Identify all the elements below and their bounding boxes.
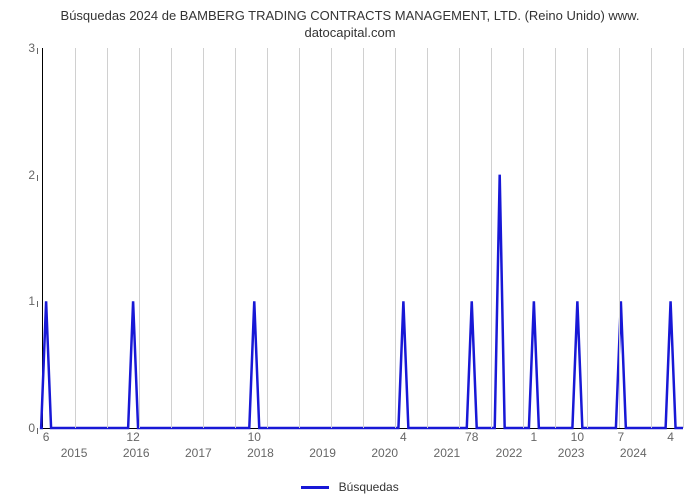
y-tick-label: 3 [28,41,43,55]
gridline-v [491,48,492,428]
spike-value-label: 1 [531,428,538,444]
x-year-label: 2019 [309,428,336,460]
gridline-v [107,48,108,428]
gridline-v [683,48,684,428]
spike-value-label: 12 [126,428,139,444]
gridline-v [395,48,396,428]
spike-value-label: 10 [571,428,584,444]
spike-value-label: 4 [667,428,674,444]
x-year-label: 2022 [496,428,523,460]
spike-value-label: 10 [248,428,261,444]
plot-area: 0123201520162017201820192020202120222023… [42,48,683,429]
y-tick-label: 0 [28,421,43,435]
spike-value-label: 6 [43,428,50,444]
gridline-v [523,48,524,428]
spike-value-label: 78 [465,428,478,444]
gridline-v [619,48,620,428]
title-line-2: datocapital.com [0,25,700,42]
x-year-label: 2020 [371,428,398,460]
gridline-v [171,48,172,428]
legend-label: Búsquedas [339,480,399,494]
gridline-v [459,48,460,428]
x-year-label: 2015 [61,428,88,460]
x-year-label: 2017 [185,428,212,460]
gridline-v [555,48,556,428]
title-line-1: Búsquedas 2024 de BAMBERG TRADING CONTRA… [0,8,700,25]
gridline-v [139,48,140,428]
gridline-v [427,48,428,428]
gridline-v [299,48,300,428]
x-year-label: 2021 [434,428,461,460]
spike-value-label: 4 [400,428,407,444]
gridline-v [651,48,652,428]
gridline-v [203,48,204,428]
y-tick-label: 2 [28,168,43,182]
gridline-v [331,48,332,428]
gridline-v [235,48,236,428]
gridline-v [587,48,588,428]
legend-swatch [301,486,329,489]
y-tick-label: 1 [28,294,43,308]
chart-title: Búsquedas 2024 de BAMBERG TRADING CONTRA… [0,0,700,42]
legend: Búsquedas [0,480,700,494]
gridline-v [267,48,268,428]
chart-container: Búsquedas 2024 de BAMBERG TRADING CONTRA… [0,0,700,500]
gridline-v [363,48,364,428]
gridline-v [75,48,76,428]
spike-value-label: 7 [618,428,625,444]
